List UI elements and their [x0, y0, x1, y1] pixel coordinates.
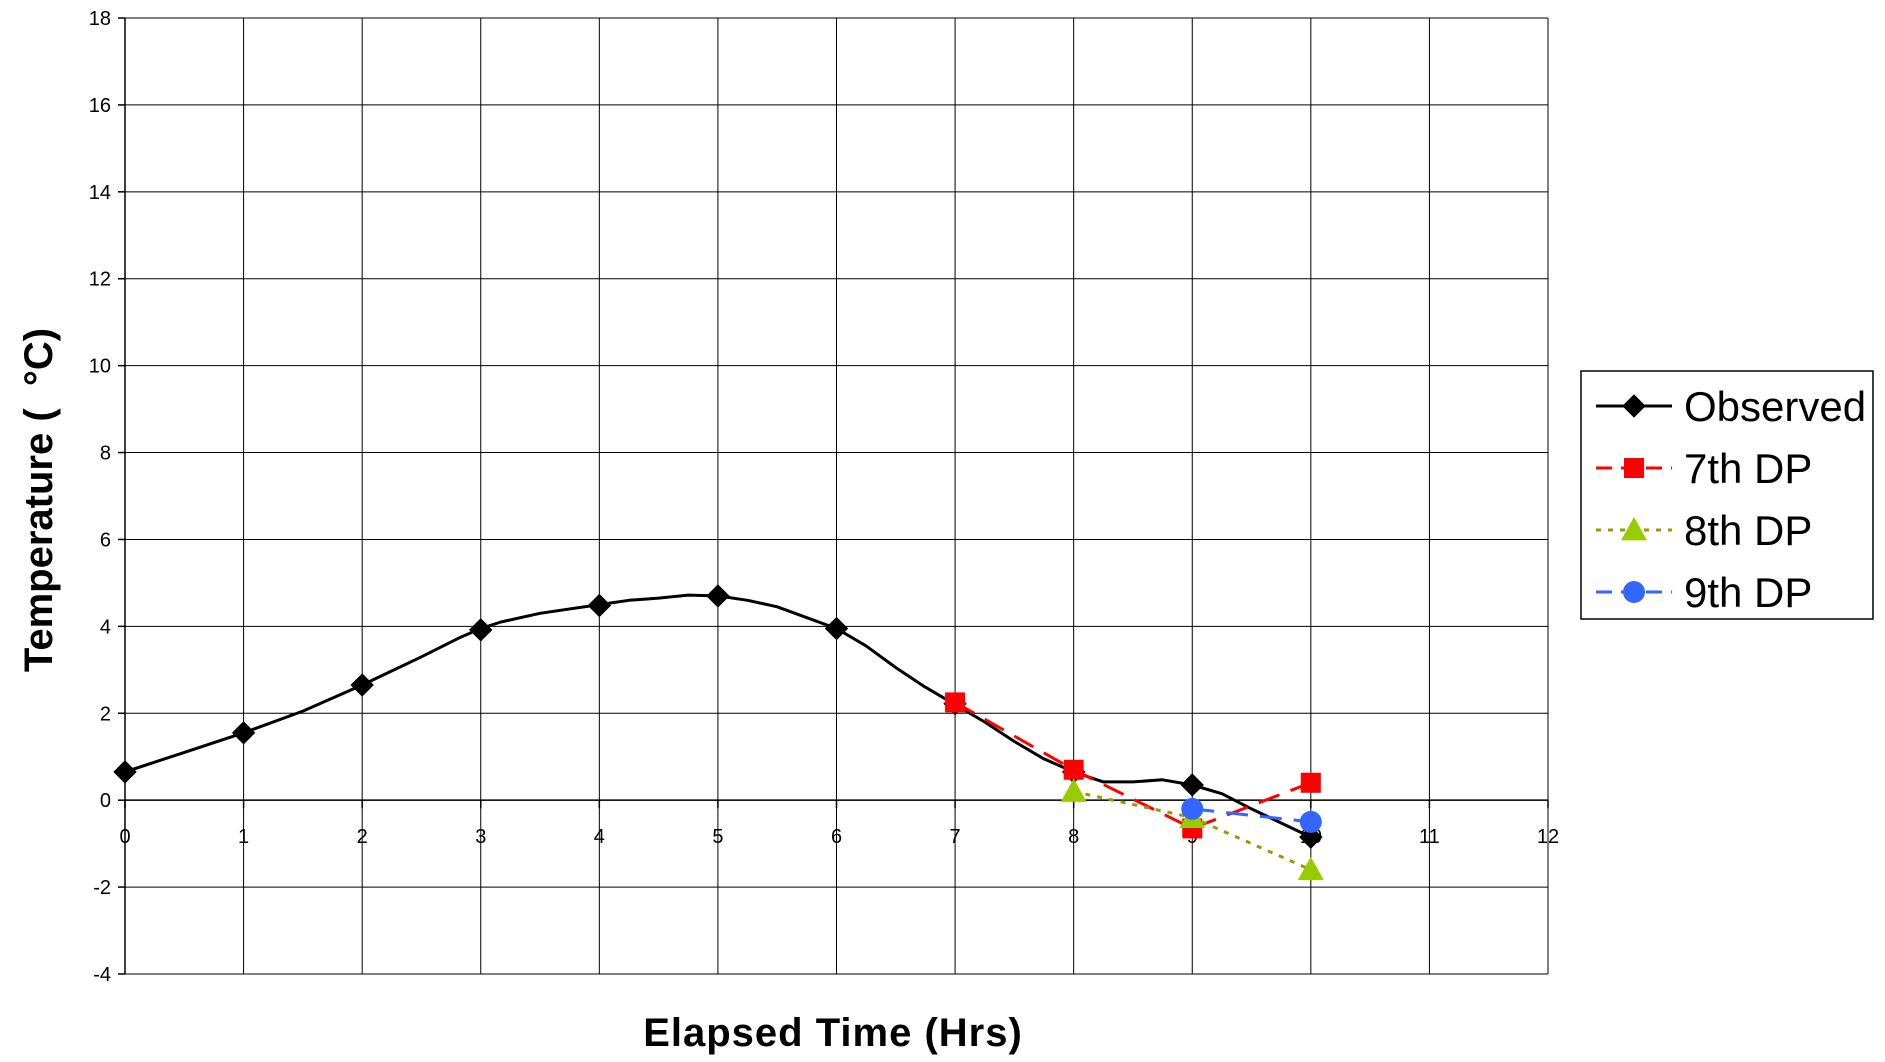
legend: Observed 7th DP 8th DP 9th DP — [1580, 370, 1874, 620]
y-tick-label: -2 — [93, 877, 111, 899]
y-tick-label: 4 — [100, 616, 111, 638]
legend-marker-8th-dp — [1621, 517, 1647, 541]
series-line-9th-dp — [1192, 807, 1311, 824]
marker-7th-dp — [945, 692, 966, 713]
legend-item-observed: Observed — [1596, 383, 1866, 430]
legend-item-7th-dp: 7th DP — [1596, 445, 1812, 492]
marker-7th-dp — [1063, 759, 1084, 780]
marker-observed — [469, 618, 493, 642]
y-tick-label: -4 — [93, 964, 111, 986]
legend-item-9th-dp: 9th DP — [1596, 569, 1812, 616]
x-tick-label: 2 — [357, 826, 368, 848]
y-tick-label: 16 — [89, 95, 111, 117]
series-line-observed — [124, 593, 1312, 839]
y-tick-label: 6 — [100, 529, 111, 551]
marker-observed — [706, 584, 730, 608]
y-tick-label: 14 — [89, 182, 111, 204]
series-9th-dp — [1181, 797, 1322, 833]
y-axis-title: Temperature ( °C) — [17, 328, 61, 672]
legend-marker-9th-dp — [1623, 581, 1645, 603]
y-tick-label: 18 — [89, 8, 111, 30]
marker-9th-dp — [1299, 810, 1322, 833]
marker-observed — [587, 593, 612, 618]
marker-observed — [824, 616, 849, 641]
marker-7th-dp — [1300, 772, 1321, 793]
x-tick-label: 0 — [119, 826, 130, 848]
x-tick-label: 5 — [712, 826, 723, 848]
marker-observed — [1180, 773, 1204, 797]
series-line-7th-dp — [954, 701, 1312, 830]
marker-8th-dp — [1297, 856, 1324, 881]
marker-8th-dp — [1060, 778, 1087, 802]
legend-label-observed: Observed — [1684, 383, 1866, 430]
x-tick-label: 7 — [950, 826, 961, 848]
legend-label-7th-dp: 7th DP — [1684, 445, 1812, 492]
y-tick-label: 2 — [100, 703, 111, 725]
legend-label-8th-dp: 8th DP — [1684, 507, 1812, 554]
series — [113, 584, 1324, 881]
y-tick-label: 0 — [100, 790, 111, 812]
x-tick-label: 6 — [831, 826, 842, 848]
legend-label-9th-dp: 9th DP — [1684, 569, 1812, 616]
x-tick-labels: 0123456789101112 — [119, 826, 1559, 848]
marker-observed — [113, 760, 137, 784]
x-tick-label: 8 — [1068, 826, 1079, 848]
y-tick-label: 12 — [89, 269, 111, 291]
y-tick-label: 8 — [100, 443, 111, 465]
marker-9th-dp — [1181, 797, 1204, 820]
y-tick-label: 10 — [89, 356, 111, 378]
x-tick-label: 11 — [1419, 826, 1440, 848]
marker-observed — [231, 721, 256, 745]
legend-marker-observed — [1622, 394, 1646, 418]
legend-item-8th-dp: 8th DP — [1596, 507, 1812, 554]
y-tick-labels: -4 -2 0 2 4 6 8 10 12 14 16 18 — [89, 8, 111, 986]
x-axis-title: Elapsed Time (Hrs) — [643, 1011, 1023, 1055]
x-tick-label: 12 — [1537, 826, 1559, 848]
x-tick-label: 4 — [594, 826, 605, 848]
x-tick-label: 1 — [238, 826, 249, 848]
marker-observed — [350, 673, 374, 697]
x-tick-label: 3 — [475, 826, 486, 848]
legend-marker-7th-dp — [1624, 458, 1644, 478]
marker-observed — [1299, 825, 1323, 849]
legend-items: Observed 7th DP 8th DP 9th DP — [1596, 383, 1866, 616]
